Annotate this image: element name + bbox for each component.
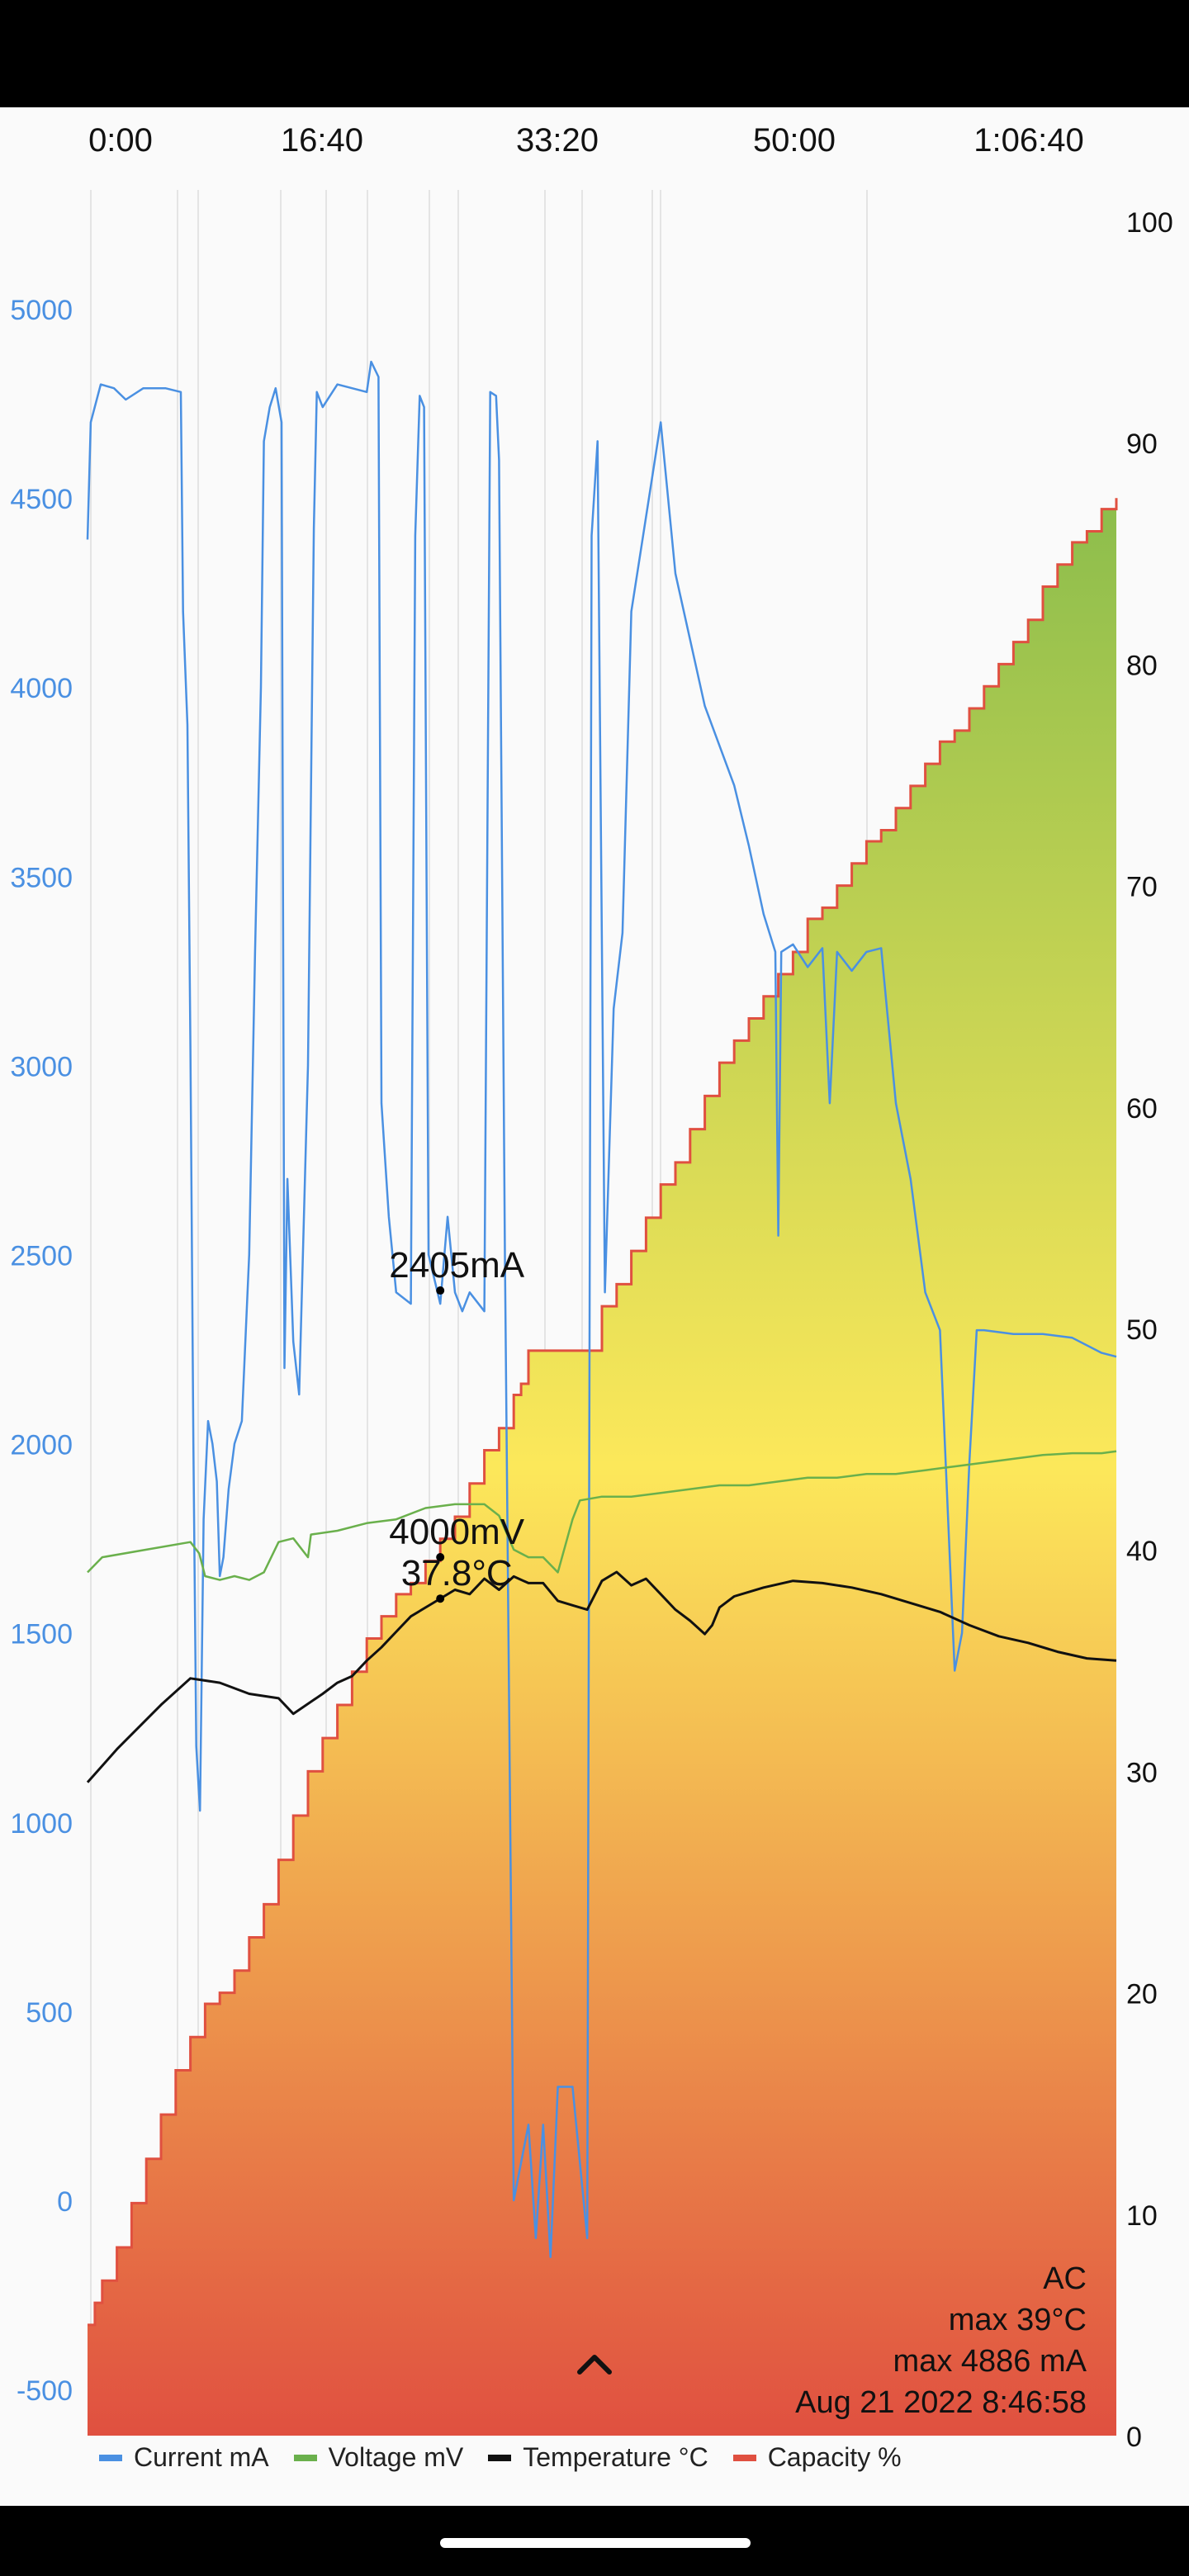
max-temp-label: max 39°C xyxy=(948,2303,1087,2337)
info-panel: AC max 39°C max 4886 mA Aug 21 2022 8:46… xyxy=(795,2258,1087,2423)
y-left-tick-label: 0 xyxy=(57,2186,73,2218)
date-label: Aug 21 2022 8:46:58 xyxy=(795,2385,1087,2420)
y-right-tick-label: 40 xyxy=(1126,1536,1158,1567)
x-axis-ticks: 0:00 16:40 33:20 50:00 1:06:40 xyxy=(88,122,1084,159)
x-tick-label: 50:00 xyxy=(753,122,836,159)
y-right-tick-label: 20 xyxy=(1126,1979,1158,2010)
home-indicator[interactable] xyxy=(440,2538,751,2548)
y-right-tick-label: 100 xyxy=(1126,207,1173,239)
y-right-axis-ticks: 0 10 20 30 40 50 60 70 80 90 100 xyxy=(1126,207,1173,2453)
chevron-up-icon xyxy=(577,2355,612,2375)
marker-label: 4000mV xyxy=(389,1512,525,1552)
legend-label-capacity: Capacity % xyxy=(767,2442,902,2472)
legend-label-current: Current mA xyxy=(134,2442,269,2472)
legend-label-temperature: Temperature °C xyxy=(523,2442,708,2472)
series-line-2 xyxy=(86,1570,1117,1783)
marker-dot[interactable] xyxy=(436,1286,445,1295)
y-left-axis-ticks: -500 0 500 1000 1500 2000 2500 3000 3500 4000 4500… xyxy=(10,295,73,2407)
y-left-tick-label: 1000 xyxy=(10,1808,73,1840)
capacity-layer xyxy=(88,498,1118,2436)
marker-dot[interactable] xyxy=(436,1594,445,1603)
legend-item-temperature: Temperature °C xyxy=(488,2442,708,2473)
status-bar xyxy=(0,0,1189,107)
legend-label-voltage: Voltage mV xyxy=(328,2442,464,2472)
y-right-tick-label: 10 xyxy=(1126,2200,1158,2232)
marker-label: 2405mA xyxy=(389,1245,525,1286)
y-left-tick-label: 2500 xyxy=(10,1241,73,1272)
legend: Current mA Voltage mV Temperature °C Cap… xyxy=(99,2442,902,2473)
expand-button[interactable] xyxy=(568,2342,621,2388)
y-left-tick-label: 500 xyxy=(26,1997,73,2029)
series-line-1 xyxy=(87,1450,1117,1581)
legend-item-voltage: Voltage mV xyxy=(293,2442,464,2473)
x-tick-label: 0:00 xyxy=(88,122,153,159)
legend-swatch-current xyxy=(99,2454,122,2461)
series-lines xyxy=(86,360,1117,2258)
marker-label: 37.8°C xyxy=(401,1553,513,1593)
series-line-0 xyxy=(86,360,1117,2258)
y-left-tick-label: 5000 xyxy=(10,295,73,326)
y-left-tick-label: -500 xyxy=(17,2375,73,2407)
x-tick-label: 33:20 xyxy=(516,122,599,159)
capacity-line xyxy=(88,498,1118,2327)
y-right-tick-label: 70 xyxy=(1126,872,1158,903)
source-label: AC xyxy=(1043,2261,1087,2296)
y-left-tick-label: 4000 xyxy=(10,673,73,704)
max-current-label: max 4886 mA xyxy=(893,2344,1087,2379)
y-right-tick-label: 90 xyxy=(1126,429,1158,460)
legend-swatch-capacity xyxy=(732,2454,756,2461)
y-right-tick-label: 0 xyxy=(1126,2422,1142,2453)
legend-item-capacity: Capacity % xyxy=(732,2442,902,2473)
legend-item-current: Current mA xyxy=(99,2442,269,2473)
y-right-tick-label: 80 xyxy=(1126,650,1158,681)
y-left-tick-label: 3000 xyxy=(10,1051,73,1082)
legend-swatch-temperature xyxy=(488,2454,512,2461)
y-right-tick-label: 50 xyxy=(1126,1314,1158,1346)
y-left-tick-label: 4500 xyxy=(10,484,73,515)
x-tick-label: 16:40 xyxy=(281,122,363,159)
y-right-tick-label: 60 xyxy=(1126,1093,1158,1125)
y-left-tick-label: 2000 xyxy=(10,1430,73,1461)
x-tick-label: 1:06:40 xyxy=(973,122,1083,159)
y-left-tick-label: 3500 xyxy=(10,862,73,893)
y-left-tick-label: 1500 xyxy=(10,1619,73,1650)
y-right-tick-label: 30 xyxy=(1126,1757,1158,1788)
capacity-area xyxy=(88,498,1116,2436)
marker-dot[interactable] xyxy=(436,1553,445,1562)
legend-swatch-voltage xyxy=(293,2454,317,2461)
